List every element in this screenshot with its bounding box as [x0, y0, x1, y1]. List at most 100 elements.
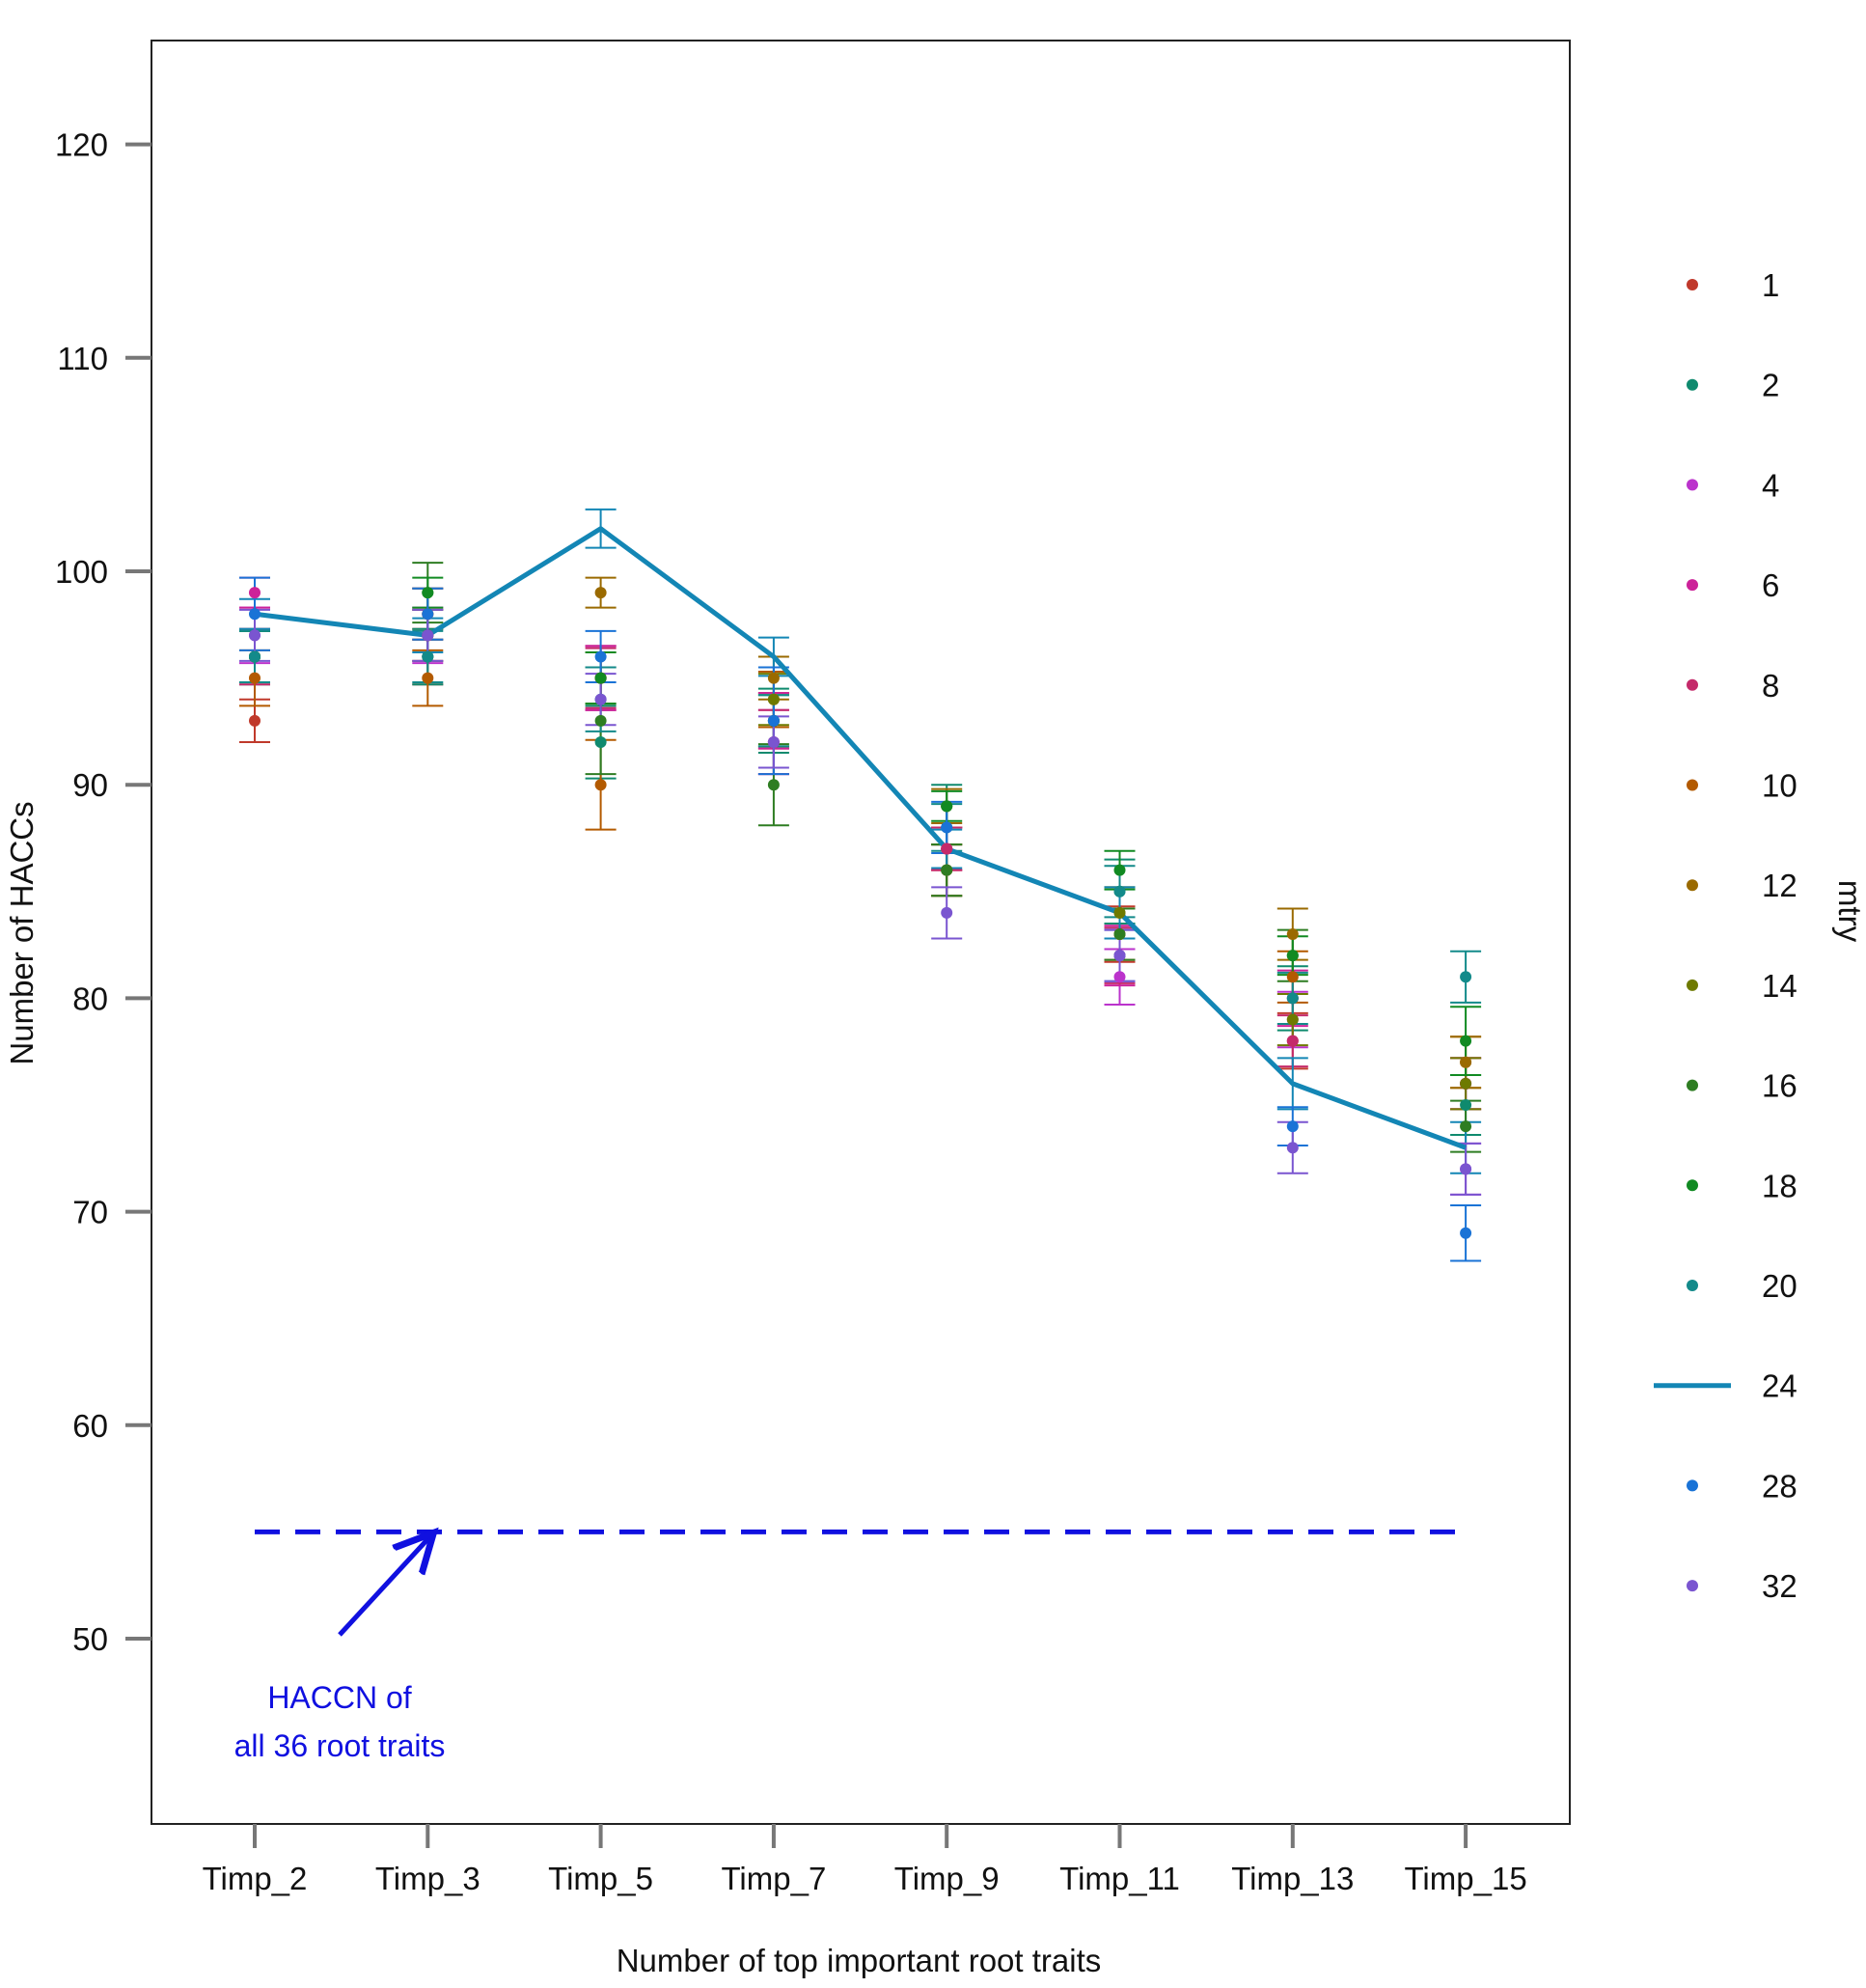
data-point-mtry-32	[941, 906, 953, 919]
legend-point-swatch	[1687, 979, 1698, 991]
data-point-mtry-14	[1460, 1077, 1472, 1090]
legend-point-swatch	[1687, 1179, 1698, 1192]
y-tick-label: 60	[72, 1408, 108, 1444]
legend-point-swatch	[1687, 479, 1698, 491]
data-point-mtry-32	[249, 629, 261, 642]
plot-frame	[151, 40, 1571, 1825]
data-point-mtry-10	[422, 672, 434, 684]
data-point-mtry-28	[249, 608, 261, 621]
y-tick-label: 100	[55, 554, 108, 590]
data-point-mtry-18	[941, 800, 953, 813]
x-tick-label: Timp_9	[894, 1861, 1000, 1896]
data-point-mtry-12	[767, 672, 780, 684]
annotation-arrow	[338, 1536, 430, 1637]
x-tick-label: Timp_2	[203, 1861, 308, 1896]
data-point-mtry-18	[594, 672, 607, 684]
legend-label: 24	[1762, 1368, 1797, 1404]
legend-point-swatch	[1687, 879, 1698, 892]
x-axis: Timp_2 Timp_3 Timp_5 Timp_7 Timp_9 Timp_11 Tim…	[203, 1824, 1527, 1896]
data-point-mtry-18	[1113, 864, 1126, 876]
data-point-mtry-32	[1460, 1163, 1472, 1175]
legend-point-swatch	[1687, 1479, 1698, 1492]
line-layer	[254, 526, 1467, 1150]
legend-point-swatch	[1687, 1079, 1698, 1091]
data-point-mtry-32	[1113, 950, 1126, 962]
data-point-mtry-8	[941, 842, 953, 855]
y-tick-label: 70	[72, 1195, 108, 1230]
data-point-mtry-18	[1460, 1035, 1472, 1047]
annotation-line-1: HACCN of	[267, 1680, 411, 1715]
data-points	[249, 587, 1472, 1239]
x-tick-label: Timp_3	[375, 1861, 480, 1896]
data-point-mtry-32	[767, 735, 780, 748]
legend-point-swatch	[1687, 378, 1698, 391]
x-tick-label: Timp_11	[1059, 1861, 1180, 1896]
data-point-mtry-32	[594, 693, 607, 705]
x-tick-label: Timp_15	[1405, 1861, 1527, 1896]
y-tick-label: 80	[72, 980, 108, 1016]
data-point-mtry-32	[1286, 1142, 1299, 1154]
x-tick-label: Timp_7	[721, 1861, 826, 1896]
data-point-mtry-20	[249, 650, 261, 663]
legend-label: 20	[1762, 1268, 1797, 1304]
data-point-mtry-14	[1113, 906, 1126, 919]
data-point-mtry-16	[767, 779, 780, 791]
legend-label: 12	[1762, 868, 1797, 903]
data-point-mtry-28	[594, 650, 607, 663]
y-tick-label: 120	[55, 127, 108, 163]
data-point-mtry-10	[1286, 971, 1299, 983]
data-point-mtry-20	[1460, 971, 1472, 983]
x-tick-label: Timp_5	[548, 1861, 653, 1896]
legend-label: 18	[1762, 1168, 1797, 1203]
legend-label: 8	[1762, 668, 1779, 704]
legend-label: 4	[1762, 467, 1779, 503]
data-point-mtry-28	[422, 608, 434, 621]
data-point-mtry-20	[1113, 885, 1126, 897]
series-line-24	[254, 526, 1467, 1150]
legend-label: 1	[1762, 267, 1779, 303]
x-axis-title: Number of top important root traits	[617, 1943, 1102, 1978]
y-axis: 50 60 70 80 90 100 110 120	[55, 127, 151, 1657]
legend-label: 28	[1762, 1468, 1797, 1504]
legend-point-swatch	[1687, 678, 1698, 691]
x-tick-label: Timp_13	[1231, 1861, 1354, 1896]
y-tick-label: 110	[57, 341, 108, 376]
data-point-mtry-20	[1286, 992, 1299, 1005]
data-point-mtry-4	[1113, 971, 1126, 983]
data-point-mtry-14	[767, 693, 780, 705]
data-point-mtry-28	[941, 821, 953, 834]
data-point-mtry-16	[594, 714, 607, 727]
legend-point-swatch	[1687, 1580, 1698, 1592]
data-point-mtry-10	[594, 779, 607, 791]
legend-label: 14	[1762, 968, 1797, 1004]
data-point-mtry-2	[594, 735, 607, 748]
data-point-mtry-28	[1286, 1120, 1299, 1133]
data-point-mtry-6	[249, 587, 261, 599]
legend-label: 10	[1762, 768, 1797, 804]
data-point-mtry-14	[1286, 1013, 1299, 1026]
data-point-mtry-12	[1286, 928, 1299, 941]
data-point-mtry-18	[422, 587, 434, 599]
legend-title: mtry	[1832, 880, 1866, 943]
data-point-mtry-18	[1286, 950, 1299, 962]
data-point-mtry-12	[594, 587, 607, 599]
legend-label: 2	[1762, 368, 1779, 403]
legend-point-swatch	[1687, 779, 1698, 791]
legend-label: 6	[1762, 567, 1779, 603]
data-point-mtry-8	[1286, 1035, 1299, 1047]
data-point-mtry-16	[1460, 1120, 1472, 1133]
data-point-mtry-1	[249, 714, 261, 727]
data-point-mtry-16	[1113, 928, 1126, 941]
legend-label: 32	[1762, 1568, 1797, 1604]
data-point-mtry-20	[422, 650, 434, 663]
data-point-mtry-28	[767, 714, 780, 727]
y-tick-label: 50	[72, 1621, 108, 1657]
data-point-mtry-32	[422, 629, 434, 642]
legend-point-swatch	[1687, 1280, 1698, 1291]
annotation-layer: HACCN of all 36 root traits	[234, 1536, 446, 1763]
legend-point-swatch	[1687, 579, 1698, 592]
annotation-line-2: all 36 root traits	[234, 1728, 446, 1763]
y-axis-title: Number of HACCs	[4, 801, 40, 1064]
